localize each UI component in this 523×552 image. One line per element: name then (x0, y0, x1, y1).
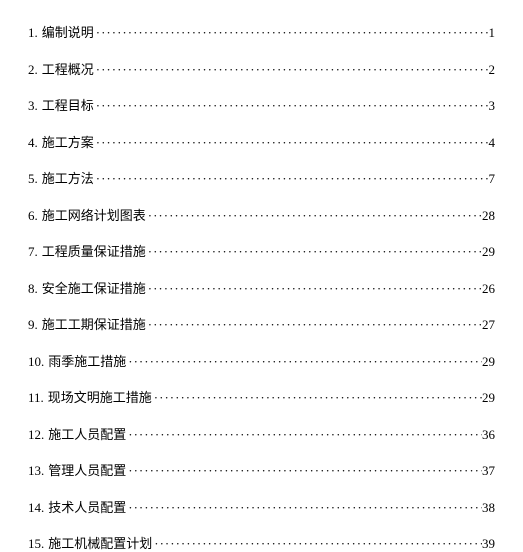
toc-leader-dots: ········································… (146, 317, 482, 333)
toc-leader-dots: ········································… (126, 500, 482, 516)
toc-item-page: 39 (482, 536, 495, 552)
toc-item-number: 10. (28, 354, 44, 370)
toc-leader-dots: ········································… (94, 171, 489, 187)
toc-item-number: 14. (28, 500, 44, 516)
toc-leader-dots: ········································… (152, 390, 482, 406)
toc-row: 11.现场文明施工措施·····························… (28, 387, 495, 406)
toc-item-page: 29 (482, 354, 495, 370)
toc-row: 8.安全施工保证措施······························… (28, 278, 495, 297)
toc-item-title: 施工人员配置 (48, 424, 126, 443)
toc-row: 5.施工方法··································… (28, 168, 495, 187)
toc-item-page: 3 (489, 98, 496, 114)
toc-item-title: 工程概况 (42, 59, 94, 78)
toc-item-number: 7. (28, 244, 38, 260)
toc-item-page: 29 (482, 244, 495, 260)
toc-item-title: 施工方案 (42, 132, 94, 151)
toc-item-page: 2 (489, 62, 496, 78)
toc-leader-dots: ········································… (94, 135, 489, 151)
toc-item-page: 28 (482, 208, 495, 224)
toc-row: 13.管理人员配置·······························… (28, 460, 495, 479)
toc-item-page: 1 (489, 25, 496, 41)
toc-item-page: 7 (489, 171, 496, 187)
toc-item-title: 编制说明 (42, 22, 94, 41)
toc-leader-dots: ········································… (94, 25, 489, 41)
toc-item-title: 施工网络计划图表 (42, 205, 146, 224)
toc-item-title: 工程质量保证措施 (42, 241, 146, 260)
toc-row: 3.工程目标··································… (28, 95, 495, 114)
toc-leader-dots: ········································… (126, 463, 482, 479)
toc-row: 15.施工机械配置计划·····························… (28, 533, 495, 552)
toc-leader-dots: ········································… (126, 354, 482, 370)
toc-leader-dots: ········································… (152, 536, 482, 552)
toc-row: 1.编制说明··································… (28, 22, 495, 41)
toc-item-page: 27 (482, 317, 495, 333)
toc-item-title: 安全施工保证措施 (42, 278, 146, 297)
toc-item-number: 15. (28, 536, 44, 552)
toc-row: 6.施工网络计划图表······························… (28, 205, 495, 224)
toc-row: 14.技术人员配置·······························… (28, 497, 495, 516)
toc-item-page: 29 (482, 390, 495, 406)
toc-leader-dots: ········································… (94, 62, 489, 78)
toc-item-number: 2. (28, 62, 38, 78)
toc-item-title: 现场文明施工措施 (48, 387, 152, 406)
toc-leader-dots: ········································… (126, 427, 482, 443)
toc-leader-dots: ········································… (146, 208, 482, 224)
toc-leader-dots: ········································… (94, 98, 489, 114)
toc-item-title: 施工方法 (42, 168, 94, 187)
toc-row: 2.工程概况··································… (28, 59, 495, 78)
toc-item-number: 8. (28, 281, 38, 297)
toc-row: 4.施工方案··································… (28, 132, 495, 151)
toc-item-number: 12. (28, 427, 44, 443)
toc-item-page: 37 (482, 463, 495, 479)
toc-row: 7.工程质量保证措施······························… (28, 241, 495, 260)
toc-item-number: 5. (28, 171, 38, 187)
toc-item-title: 管理人员配置 (48, 460, 126, 479)
toc-row: 10.雨季施工措施·······························… (28, 351, 495, 370)
toc-item-title: 雨季施工措施 (48, 351, 126, 370)
toc-leader-dots: ········································… (146, 244, 482, 260)
toc-item-number: 1. (28, 25, 38, 41)
toc-item-title: 工程目标 (42, 95, 94, 114)
toc-item-number: 6. (28, 208, 38, 224)
table-of-contents: 1.编制说明··································… (28, 22, 495, 552)
toc-item-number: 3. (28, 98, 38, 114)
toc-row: 12.施工人员配置·······························… (28, 424, 495, 443)
toc-item-number: 4. (28, 135, 38, 151)
toc-item-title: 施工工期保证措施 (42, 314, 146, 333)
toc-item-number: 9. (28, 317, 38, 333)
toc-item-page: 38 (482, 500, 495, 516)
toc-item-number: 13. (28, 463, 44, 479)
toc-item-number: 11. (28, 390, 44, 406)
toc-item-page: 26 (482, 281, 495, 297)
toc-leader-dots: ········································… (146, 281, 482, 297)
toc-item-page: 4 (489, 135, 496, 151)
toc-item-title: 技术人员配置 (48, 497, 126, 516)
toc-item-page: 36 (482, 427, 495, 443)
toc-row: 9.施工工期保证措施······························… (28, 314, 495, 333)
toc-item-title: 施工机械配置计划 (48, 533, 152, 552)
